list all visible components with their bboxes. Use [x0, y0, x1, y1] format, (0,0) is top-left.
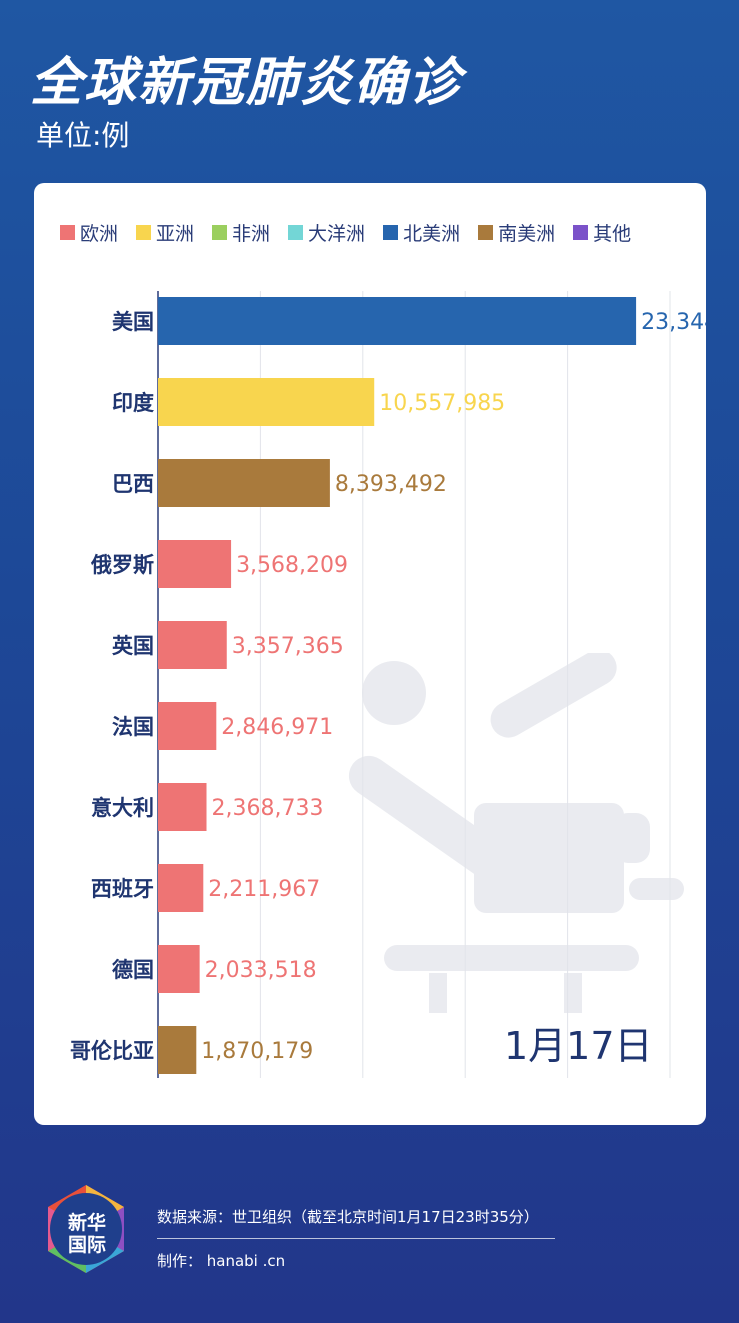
unit-label: 单位:例 [36, 119, 130, 152]
legend-item: 非洲 [212, 219, 270, 246]
legend-swatch [212, 225, 228, 240]
legend-swatch [383, 225, 399, 240]
bar [158, 783, 207, 831]
credit-line: 制作： hanabi .cn [157, 1252, 286, 1270]
legend-item: 南美洲 [478, 219, 555, 246]
category-label: 美国 [112, 310, 154, 334]
date-annotation: 1月17日 [504, 1024, 653, 1068]
bar [158, 945, 200, 993]
category-label: 哥伦比亚 [70, 1039, 154, 1063]
bar [158, 378, 375, 426]
category-label: 法国 [112, 715, 154, 739]
category-label: 西班牙 [91, 877, 154, 901]
legend-swatch [60, 225, 75, 240]
value-label: 8,393,492 [335, 472, 447, 497]
value-label: 23,344,423 [641, 310, 706, 335]
legend-swatch [478, 225, 494, 240]
category-label: 英国 [112, 634, 154, 658]
legend-label: 其他 [593, 223, 632, 245]
legend-item: 大洋洲 [288, 219, 365, 246]
bar [158, 864, 204, 912]
legend-swatch [136, 225, 152, 240]
legend-item: 北美洲 [383, 219, 460, 246]
legend-item: 欧洲 [60, 219, 118, 246]
value-label: 2,211,967 [208, 877, 320, 902]
value-label: 3,568,209 [236, 553, 348, 578]
legend-label: 欧洲 [80, 223, 119, 245]
category-label: 巴西 [112, 472, 154, 496]
value-label: 3,357,365 [232, 634, 344, 659]
logo-text: 新华国际 [67, 1212, 106, 1256]
value-label: 2,033,518 [205, 958, 317, 983]
category-label: 德国 [112, 958, 154, 982]
legend-item: 其他 [573, 219, 631, 246]
footer-divider [157, 1238, 555, 1239]
legend-label: 非洲 [232, 223, 271, 245]
page-title: 全球新冠肺炎确诊 [30, 53, 463, 113]
bar [158, 1026, 197, 1074]
bar [158, 540, 232, 588]
legend-label: 北美洲 [403, 223, 461, 245]
bar [158, 702, 217, 750]
bar [158, 621, 227, 669]
data-source: 数据来源：世卫组织（截至北京时间1月17日23时35分） [157, 1208, 539, 1226]
legend-label: 大洋洲 [308, 223, 366, 245]
bar [158, 297, 637, 345]
bar-chart: 美国 23,344,423 印度 10,557,985 巴西 8,393,492 俄罗斯 3,… [70, 291, 706, 1078]
category-label: 俄罗斯 [90, 553, 154, 577]
legend-swatch [573, 225, 589, 240]
legend-swatch [288, 225, 304, 240]
watermark-icon [348, 653, 684, 1013]
chart-legend: 欧洲 亚洲 非洲 大洋洲 北美洲 南美洲 其他 [60, 219, 631, 246]
bar [158, 459, 330, 507]
category-label: 印度 [112, 391, 154, 415]
legend-item: 亚洲 [136, 219, 194, 246]
category-label: 意大利 [91, 796, 154, 820]
legend-label: 南美洲 [498, 223, 556, 245]
value-label: 1,870,179 [201, 1039, 313, 1064]
chart-card: 欧洲 亚洲 非洲 大洋洲 北美洲 南美洲 其他 美国 23,344,423 印度 10,557,9… [34, 183, 706, 1125]
value-label: 2,846,971 [221, 715, 333, 740]
xinhua-logo-icon [48, 1185, 124, 1273]
legend-label: 亚洲 [156, 223, 195, 245]
value-label: 10,557,985 [379, 391, 505, 416]
value-label: 2,368,733 [212, 796, 324, 821]
